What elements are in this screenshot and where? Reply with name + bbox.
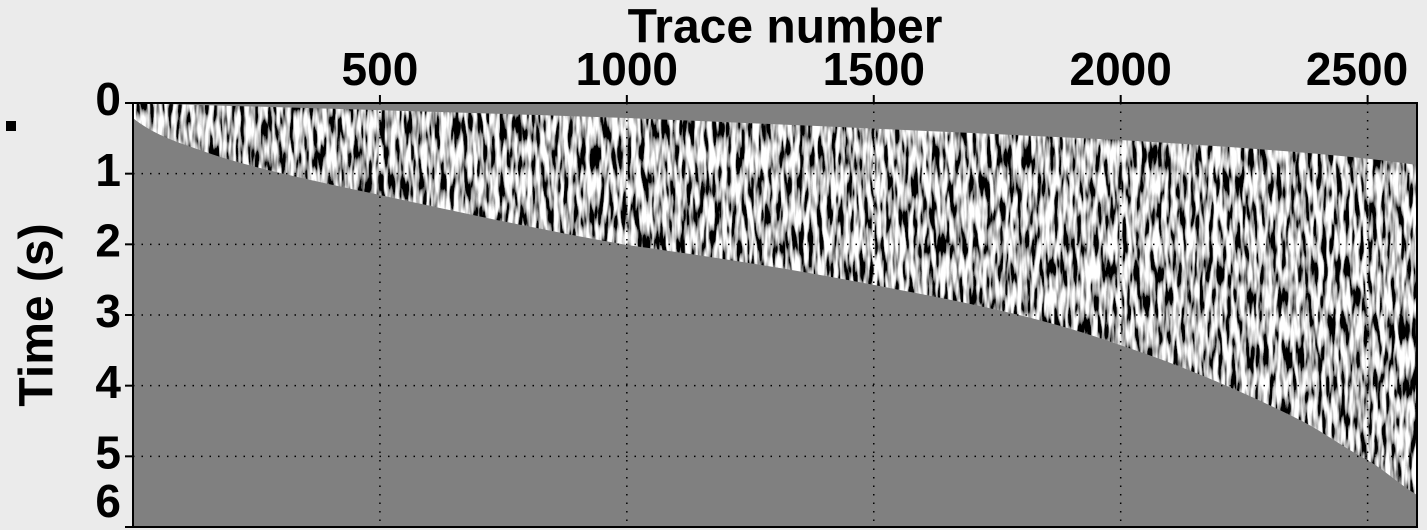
y-tick-label: 1 — [95, 144, 121, 196]
x-axis-label: Trace number — [628, 1, 943, 54]
y-tick-label: 2 — [95, 214, 121, 266]
y-tick-label: 0 — [95, 73, 121, 125]
marker — [6, 121, 16, 131]
x-tick-label: 2000 — [1070, 43, 1172, 95]
x-tick-label: 2500 — [1306, 43, 1408, 95]
x-tick-label: 1500 — [823, 43, 925, 95]
y-tick-label: 4 — [95, 356, 121, 408]
x-tick-label: 500 — [342, 43, 419, 95]
y-tick-label: 6 — [95, 475, 121, 527]
y-tick-label: 5 — [95, 426, 121, 478]
y-tick-label: 3 — [95, 285, 121, 337]
y-axis-label: Time (s) — [11, 223, 64, 406]
x-tick-label: 1000 — [576, 43, 678, 95]
